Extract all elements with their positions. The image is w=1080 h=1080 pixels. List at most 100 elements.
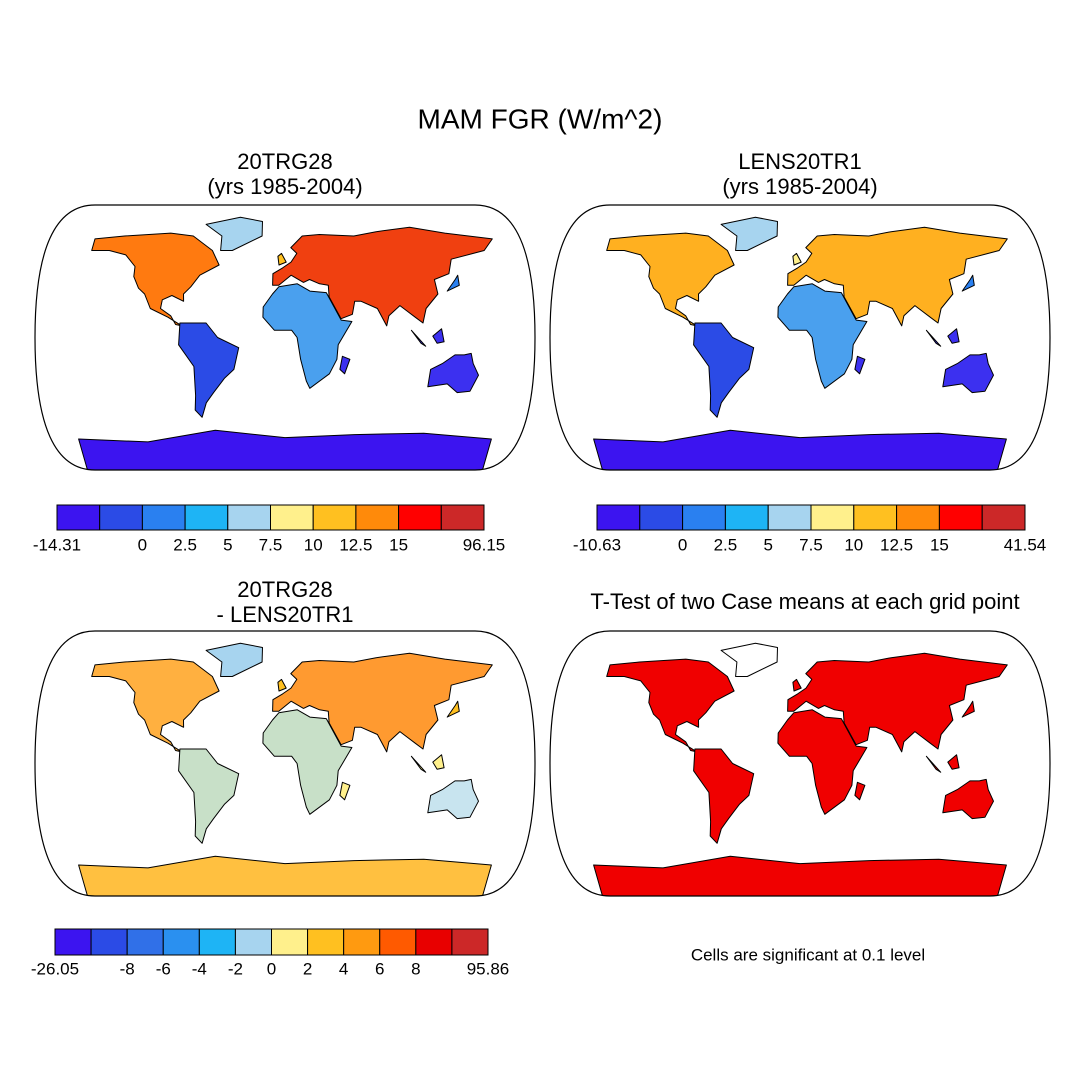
land (78, 855, 492, 896)
panel-note: Cells are significant at 0.1 level (691, 945, 925, 964)
figure-title: MAM FGR (W/m^2) (418, 103, 663, 134)
panel-title: T-Test of two Case means at each grid po… (590, 589, 1019, 614)
land (720, 216, 778, 251)
colorbar-box (451, 928, 489, 956)
colorbar-box (90, 928, 128, 956)
map-frame (549, 204, 1051, 471)
land (178, 322, 240, 418)
colorbar-box (938, 504, 983, 531)
colorbar-label: 15 (389, 535, 408, 554)
colorbar-box (234, 928, 273, 956)
colorbar-label: 2.5 (173, 535, 197, 554)
land (446, 700, 460, 718)
colorbar-label: -14.31 (33, 535, 81, 554)
land (693, 748, 755, 844)
land (787, 652, 1008, 753)
map-frame (34, 204, 536, 471)
colorbar-box (270, 504, 314, 531)
colorbar-box (184, 504, 229, 531)
land (91, 232, 220, 327)
colorbar-box (312, 504, 357, 531)
land (606, 232, 735, 327)
land (854, 355, 866, 375)
land (91, 658, 220, 753)
map (34, 630, 536, 897)
map-land (78, 216, 493, 470)
colorbar-label: 12.5 (880, 535, 913, 554)
land (446, 274, 460, 292)
colorbar-box (682, 504, 726, 531)
land (961, 700, 975, 718)
map-frame (34, 630, 536, 897)
colorbar-label: 0 (678, 535, 687, 554)
colorbar-box (853, 504, 898, 531)
colorbar-label: 7.5 (259, 535, 283, 554)
colorbar-label: 15 (930, 535, 949, 554)
land (792, 678, 802, 692)
colorbar-label: 8 (411, 959, 420, 978)
colorbar-box (126, 928, 164, 956)
land (277, 252, 287, 266)
land (178, 748, 240, 844)
colorbar-box (896, 504, 940, 531)
land (277, 678, 287, 692)
land (947, 328, 960, 344)
colorbar-label: 4 (339, 959, 348, 978)
colorbar-box (440, 504, 485, 531)
land (205, 216, 263, 251)
land (925, 329, 942, 347)
panel-title: - LENS20TR1 (217, 602, 354, 627)
colorbar-label: 6 (375, 959, 384, 978)
land (427, 352, 479, 394)
colorbar-box (343, 928, 381, 956)
panel-title: (yrs 1985-2004) (207, 174, 362, 199)
colorbar-label: 95.86 (467, 959, 510, 978)
land (720, 642, 778, 677)
land (432, 328, 445, 344)
map (34, 204, 536, 471)
colorbar-box (355, 504, 400, 531)
colorbar-box (99, 504, 143, 531)
land (925, 755, 942, 773)
colorbar-box (379, 928, 417, 956)
panel-title: 20TRG28 (237, 577, 332, 602)
colorbar-label: 5 (763, 535, 772, 554)
colorbar-label: -10.63 (573, 535, 621, 554)
land (947, 754, 960, 770)
panel-title: 20TRG28 (237, 149, 332, 174)
colorbar-label: -26.05 (31, 959, 79, 978)
land (262, 709, 353, 815)
land (262, 283, 353, 389)
colorbar-box (398, 504, 442, 531)
land (432, 754, 445, 770)
colorbar-label: 10 (304, 535, 323, 554)
land (593, 855, 1007, 896)
colorbar-box (981, 504, 1026, 531)
land (272, 226, 493, 327)
colorbar-box (415, 928, 453, 956)
land (205, 642, 263, 677)
land (272, 652, 493, 753)
colorbar-box (810, 504, 855, 531)
colorbar-box (767, 504, 812, 531)
land (593, 429, 1007, 470)
colorbar-box (56, 504, 101, 531)
land (410, 329, 427, 347)
colorbar-label: 2 (303, 959, 312, 978)
colorbar-label: 0 (138, 535, 147, 554)
colorbar-label: 2.5 (714, 535, 738, 554)
colorbar-box (307, 928, 345, 956)
colorbar-box (596, 504, 641, 531)
map-land (593, 216, 1008, 470)
land (78, 429, 492, 470)
land (693, 322, 755, 418)
colorbar-box (271, 928, 309, 956)
colorbar-box (639, 504, 684, 531)
colorbar-label: -6 (156, 959, 171, 978)
land (777, 709, 868, 815)
colorbar-label: 0 (267, 959, 276, 978)
land (942, 352, 994, 394)
panel-title: (yrs 1985-2004) (722, 174, 877, 199)
colorbar-box (227, 504, 272, 531)
land (427, 778, 479, 820)
